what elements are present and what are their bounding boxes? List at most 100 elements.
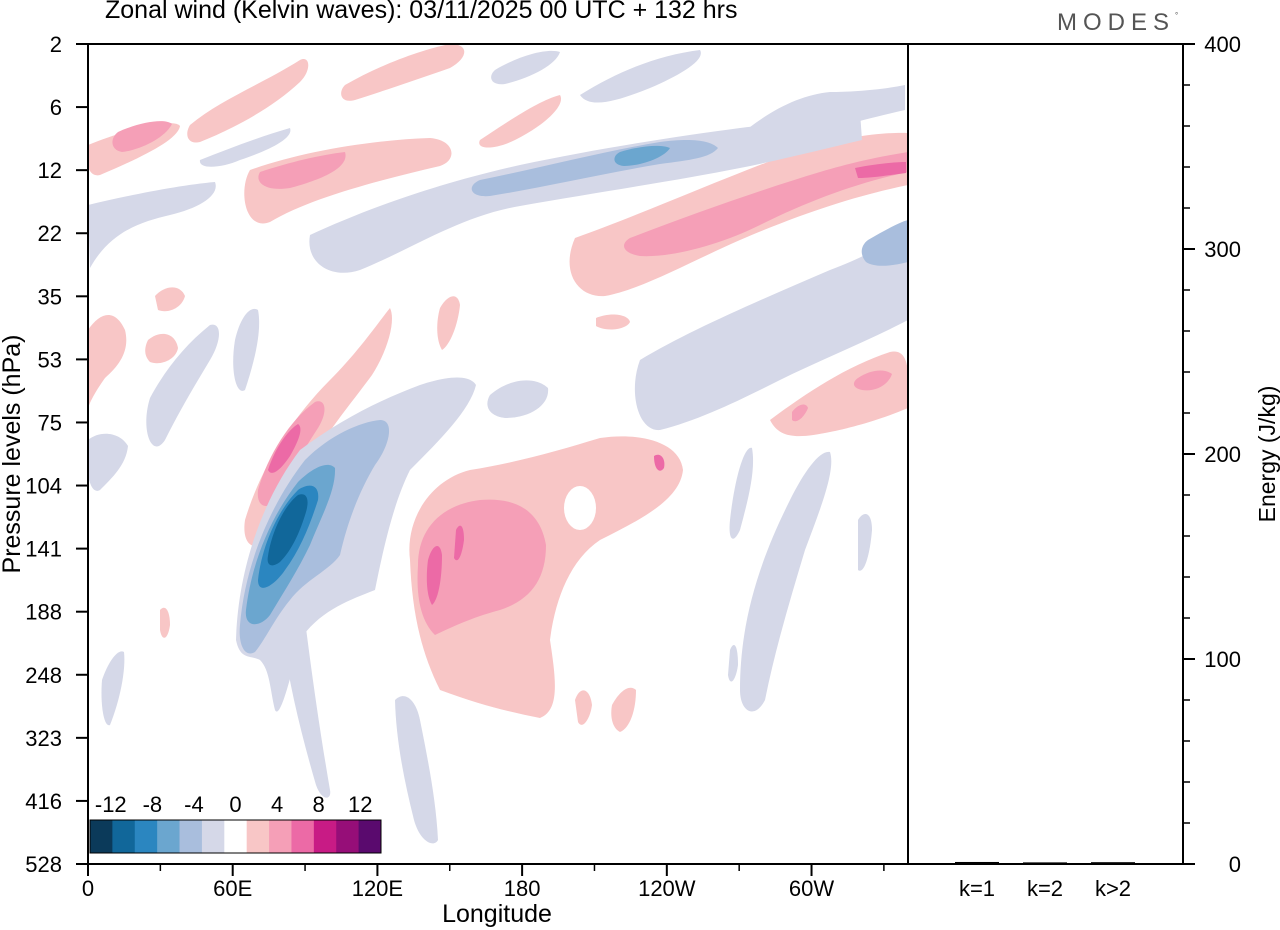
y-tick-label: 416: [25, 789, 62, 814]
contour-band-positive: [268, 424, 301, 473]
colorbar-swatch: [112, 820, 136, 853]
contour-band-negative: [88, 433, 128, 491]
contour-band-negative: [233, 308, 260, 391]
colorbar: -12 -8 -4 0 4 8 12: [89, 792, 382, 854]
brand-mark: °: [1175, 11, 1179, 20]
energy-tick-label: 300: [1204, 237, 1241, 262]
contour-band-positive: [155, 287, 185, 312]
y-tick-label: 323: [25, 726, 62, 751]
contour-band-positive: [341, 44, 465, 101]
contour-band-positive: [479, 95, 562, 148]
energy-tick-label: 200: [1204, 442, 1241, 467]
colorbar-swatch: [134, 820, 158, 853]
contour-band-negative: [309, 112, 862, 273]
contour-band-negative: [729, 447, 754, 539]
contour-band-positive: [426, 545, 442, 605]
contour-band-negative: [580, 50, 701, 103]
contour-band-positive: [792, 404, 808, 422]
colorbar-label: -4: [184, 792, 204, 817]
contour-band-negative: [634, 225, 908, 431]
contour-band-negative: [740, 451, 832, 712]
heatmap-field: [88, 44, 908, 844]
contour-band-positive: [112, 121, 172, 152]
bar-category-label: k=2: [1027, 876, 1063, 901]
energy-axis-label: Energy (J/kg): [1254, 386, 1280, 523]
contour-band-negative: [858, 514, 872, 571]
y-tick-label: 528: [25, 852, 62, 877]
contour-band-positive: [187, 59, 309, 143]
contour-band-negative: [395, 696, 438, 844]
contour-band-positive: [145, 333, 178, 364]
colorbar-swatch: [90, 820, 113, 853]
y-tick-label: 141: [25, 537, 62, 562]
y-axis-label: Pressure levels (hPa): [0, 335, 26, 574]
colorbar-frame: [89, 819, 382, 854]
x-tick-label: 120W: [638, 876, 696, 901]
contour-band-negative: [861, 220, 908, 266]
colorbar-swatch: [336, 820, 360, 853]
chart-title: Zonal wind (Kelvin waves): 03/11/2025 00…: [105, 0, 738, 24]
x-axis-label: Longitude: [442, 900, 552, 928]
contour-band-positive: [88, 314, 127, 410]
energy-tick-label: 400: [1204, 32, 1241, 57]
colorbar-label: 0: [229, 792, 241, 817]
colorbar-label: 4: [271, 792, 283, 817]
contour-band-negative: [267, 494, 308, 566]
contour-band-negative: [88, 182, 216, 268]
contour-band-positive: [160, 607, 170, 638]
contour-band-negative: [737, 85, 905, 153]
contour-band-positive: [596, 314, 630, 330]
bar-category-label: k=1: [959, 876, 995, 901]
contour-band-positive: [611, 687, 636, 732]
contour-band-negative: [146, 324, 219, 447]
colorbar-label: 12: [348, 792, 372, 817]
contour-band-negative: [728, 645, 738, 682]
x-tick-label: 0: [82, 876, 94, 901]
contour-band-negative: [101, 651, 125, 726]
contour-band-negative: [280, 605, 331, 798]
y-tick-label: 2: [50, 32, 62, 57]
hovmoller-frame: [87, 43, 909, 865]
energy-tick-label: 0: [1229, 852, 1241, 877]
y-tick-label: 6: [50, 95, 62, 120]
brand-name: MODES: [1057, 9, 1176, 36]
colorbar-swatch: [246, 820, 270, 853]
colorbar-label: -12: [95, 792, 127, 817]
contour-band-negative: [614, 145, 670, 166]
colorbar-swatch: [358, 820, 382, 853]
contour-band-positive: [417, 499, 546, 635]
colorbar-swatch: [313, 820, 337, 853]
energy-tick-label: 100: [1204, 647, 1241, 672]
colorbar-label: -8: [143, 792, 163, 817]
x-tick-label: 60W: [789, 876, 834, 901]
contour-band-positive: [437, 296, 460, 350]
contour-band-positive: [624, 152, 908, 257]
colorbar-label: 8: [313, 792, 325, 817]
y-tick-label: 75: [38, 410, 62, 435]
contour-band-positive: [654, 454, 665, 471]
x-tick-label: 60E: [213, 876, 252, 901]
contour-band-negative: [487, 380, 549, 418]
y-tick-label: 248: [25, 663, 62, 688]
y-tick-label: 53: [38, 347, 62, 372]
y-tick-label: 22: [38, 221, 62, 246]
contour-band-negative: [491, 50, 560, 85]
contour-band-positive: [244, 138, 452, 224]
x-tick-label: 120E: [352, 876, 403, 901]
contour-band-positive: [855, 162, 906, 178]
y-tick-label: 104: [25, 474, 62, 499]
y-tick-label: 35: [38, 284, 62, 309]
contour-band-positive: [575, 690, 592, 725]
energy-bar: [955, 861, 999, 864]
brand-logo: MODES°: [1057, 9, 1178, 37]
contour-hole: [564, 486, 596, 530]
colorbar-swatch: [224, 820, 248, 853]
x-tick-label: 180: [504, 876, 541, 901]
colorbar-swatch: [157, 820, 181, 853]
contour-band-positive: [258, 152, 346, 189]
contour-band-positive: [454, 525, 464, 561]
bar-category-label: k>2: [1095, 876, 1131, 901]
colorbar-swatch: [201, 820, 225, 853]
y-tick-label: 188: [25, 600, 62, 625]
